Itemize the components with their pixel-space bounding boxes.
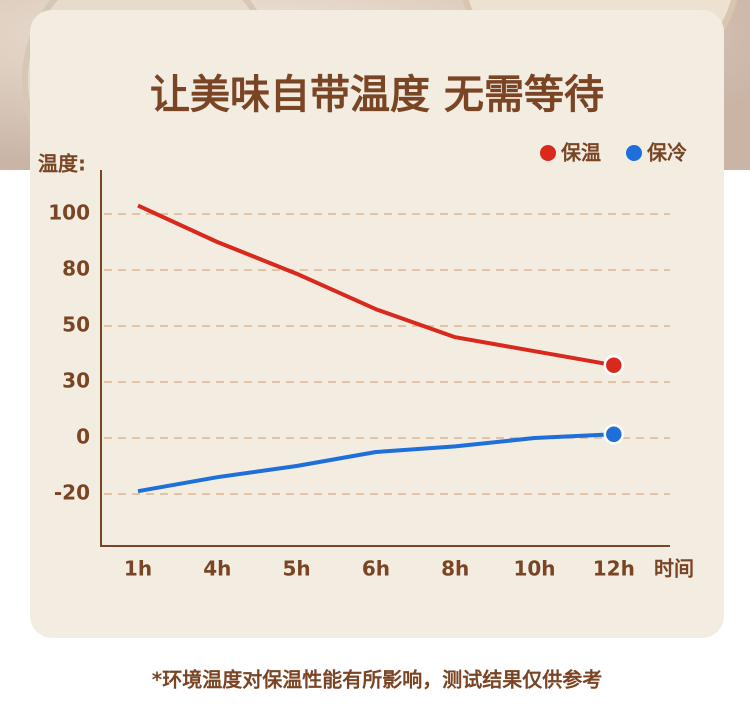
- x-tick-label: 6h: [362, 557, 390, 581]
- y-tick-label: 0: [76, 425, 90, 449]
- footnote: *环境温度对保温性能有所影响，测试结果仅供参考: [152, 668, 602, 692]
- x-tick-label: 8h: [441, 557, 469, 581]
- x-tick-label: 4h: [203, 557, 231, 581]
- legend-swatch: [540, 145, 556, 161]
- chart-title: 让美味自带温度 无需等待: [150, 72, 604, 118]
- y-tick-label: -20: [54, 481, 90, 505]
- x-tick-label: 1h: [124, 557, 152, 581]
- end-dot: [603, 424, 625, 445]
- legend-label: 保温: [560, 141, 601, 165]
- y-axis-label: 温度:: [38, 152, 86, 176]
- x-axis-label: 时间: [654, 557, 694, 581]
- y-tick-label: 30: [62, 369, 90, 393]
- end-dot: [603, 354, 625, 376]
- x-tick-label: 5h: [283, 557, 311, 581]
- y-tick-label: 50: [62, 313, 90, 337]
- legend-label: 保冷: [646, 141, 687, 165]
- y-tick-label: 100: [48, 201, 90, 225]
- y-tick-label: 80: [62, 257, 90, 281]
- legend-swatch: [626, 145, 642, 161]
- x-tick-label: 10h: [513, 557, 555, 581]
- data-line: [137, 432, 614, 494]
- data-line: [137, 203, 615, 368]
- x-tick-label: 12h: [593, 557, 635, 581]
